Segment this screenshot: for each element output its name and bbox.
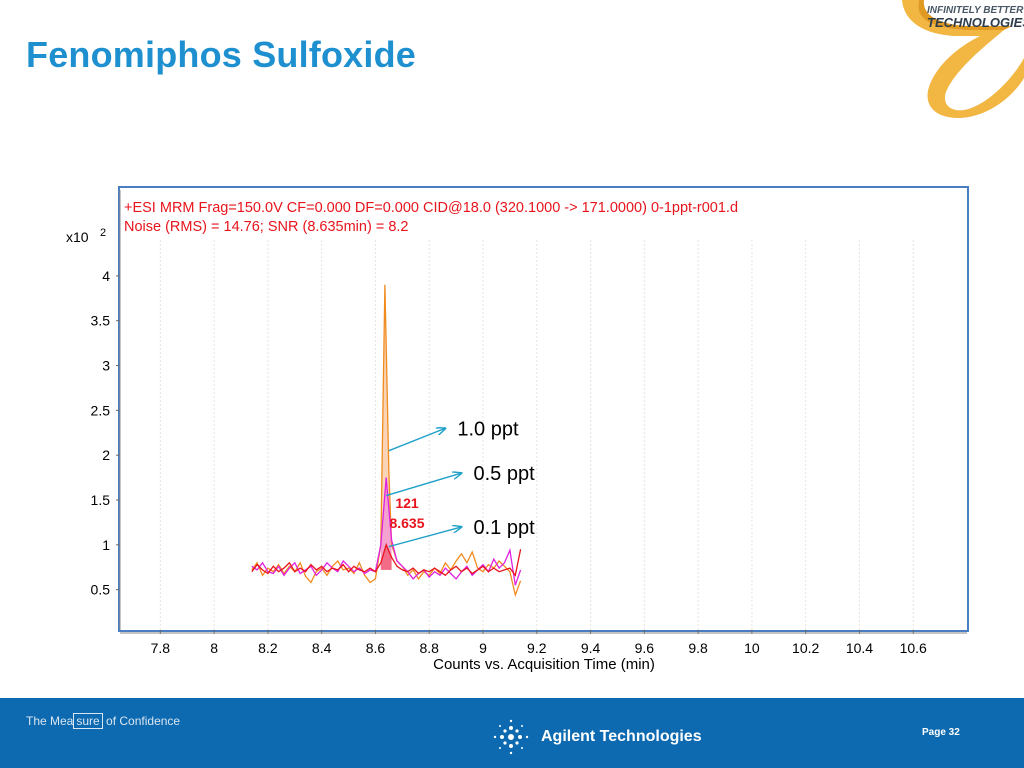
y-tick-label: 4: [102, 268, 110, 284]
infinitely-better-logo: [902, 0, 1024, 118]
chromatogram-chart: 7.8 8 8.2 8.4 8.6 8.8 9 9.2 9.4 9.6 9.8 10 10.2 10.4 1…: [66, 190, 967, 673]
y-tick-label: 1: [102, 537, 110, 553]
logo-line-2: TECHNOLOGIES: [927, 15, 1024, 30]
chart-header-line-2: Noise (RMS) = 14.76; SNR (8.635min) = 8.…: [124, 219, 408, 235]
x-tick-label: 9.4: [581, 640, 601, 656]
peak-fills: [380, 284, 392, 570]
x-tick-label: 7.8: [151, 640, 171, 656]
y-exponent: 2: [100, 227, 106, 239]
x-tick-label: 9.2: [527, 640, 547, 656]
peak-fill-0-5-ppt: [380, 477, 392, 570]
x-tick-label: 9: [479, 640, 487, 656]
x-tick-label: 9.8: [688, 640, 708, 656]
x-tick-label: 10.4: [846, 640, 873, 656]
agilent-spark-icon: [493, 719, 529, 755]
tagline-part-2: of Confidence: [102, 714, 181, 728]
annotation-arrow: [388, 428, 445, 452]
x-tick-label: 10.2: [792, 640, 819, 656]
peak-rt-label: 8.635: [389, 515, 424, 531]
page-number: Page 32: [922, 727, 960, 738]
chart-header-line-1: +ESI MRM Frag=150.0V CF=0.000 DF=0.000 C…: [124, 200, 738, 216]
chart-frame: [118, 186, 969, 632]
x-tick-label: 9.6: [635, 640, 655, 656]
logo-text: INFINITELY BETTER TECHNOLOGIES: [927, 5, 1024, 29]
annotation-label: 0.1 ppt: [473, 517, 535, 539]
y-tick-label: 0.5: [91, 582, 111, 598]
chart-axes: [116, 190, 967, 634]
x-tick-label: 8.4: [312, 640, 332, 656]
tagline-boxed: sure: [73, 713, 103, 729]
tagline-part-1: The Mea: [26, 714, 74, 728]
peak-area-label: 121: [395, 495, 419, 511]
peak-fill-0-1-ppt: [380, 544, 392, 570]
x-tick-label: 8.6: [366, 640, 386, 656]
annotation-arrow: [388, 527, 462, 548]
footer-tagline: The Mea sure of Confidence: [26, 713, 181, 729]
annotation-label: 1.0 ppt: [457, 418, 519, 440]
x-tick-label: 8.2: [258, 640, 278, 656]
chart-gridlines: [159, 240, 914, 630]
page-title: Fenomiphos Sulfoxide: [26, 34, 417, 75]
y-tick-label: 2.5: [91, 402, 111, 418]
peak-fill-1-0-ppt: [380, 284, 392, 570]
series-lines: [251, 284, 522, 598]
x-tick-label: 8.8: [419, 640, 439, 656]
y-tick-label: 3: [102, 358, 110, 374]
x-axis-label: Counts vs. Acquisition Time (min): [433, 656, 655, 673]
x-tick-label: 10: [744, 640, 760, 656]
y-multiplier: x10: [66, 229, 89, 245]
series-line-0-1-ppt: [251, 542, 522, 577]
logo-line-1: INFINITELY BETTER: [927, 5, 1024, 16]
footer-bar: [0, 698, 1024, 768]
annotation-arrow: [386, 473, 461, 497]
annotation-label: 0.5 ppt: [473, 463, 535, 485]
footer-brand: Agilent Technologies: [541, 728, 702, 745]
chart-labels: 7.8 8 8.2 8.4 8.6 8.8 9 9.2 9.4 9.6 9.8 10 10.2 10.4 1…: [91, 268, 928, 656]
x-tick-label: 8: [210, 640, 218, 656]
y-tick-label: 1.5: [91, 492, 111, 508]
y-tick-label: 2: [102, 447, 110, 463]
x-tick-label: 10.6: [900, 640, 927, 656]
y-tick-label: 3.5: [91, 313, 111, 329]
